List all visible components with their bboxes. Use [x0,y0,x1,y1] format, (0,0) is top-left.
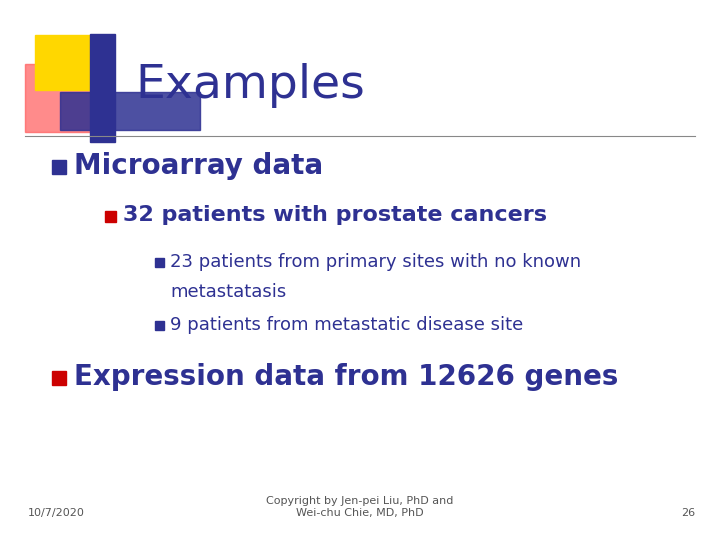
Bar [90,34,115,142]
Bar [52,371,66,385]
Text: 23 patients from primary sites with no known: 23 patients from primary sites with no k… [170,253,581,271]
Text: 32 patients with prostate cancers: 32 patients with prostate cancers [123,205,547,225]
Bar [155,321,164,330]
Text: 10/7/2020: 10/7/2020 [28,508,85,518]
Text: 9 patients from metastatic disease site: 9 patients from metastatic disease site [170,316,523,334]
Text: metastatasis: metastatasis [170,283,287,301]
Text: Examples: Examples [135,63,365,107]
Text: 26: 26 [681,508,695,518]
Text: Copyright by Jen-pei Liu, PhD and
Wei-chu Chie, MD, PhD: Copyright by Jen-pei Liu, PhD and Wei-ch… [266,496,454,518]
Bar [25,64,100,132]
Text: Expression data from 12626 genes: Expression data from 12626 genes [74,363,618,391]
Bar [35,35,95,90]
Bar [25,64,100,132]
Bar [52,160,66,174]
Bar [155,258,164,267]
Bar [60,92,200,130]
Text: Microarray data: Microarray data [74,152,323,180]
Bar [105,211,116,222]
